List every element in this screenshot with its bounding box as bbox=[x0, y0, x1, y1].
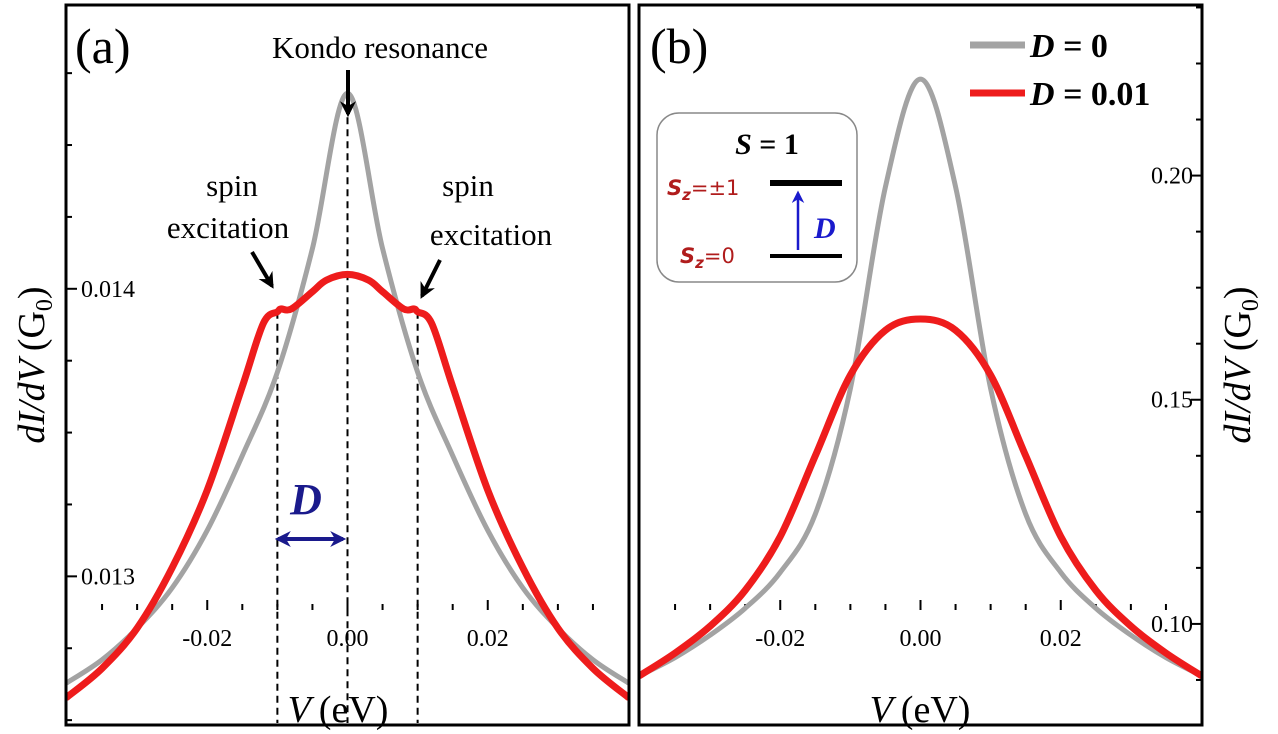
d-splitting-label: D bbox=[289, 475, 322, 524]
panel-b-xlabel: V (eV) bbox=[870, 689, 971, 731]
legend-label-d001: D = 0.01 bbox=[1029, 76, 1150, 113]
spin-left-arrow bbox=[250, 250, 274, 289]
panel-a-dashed-lines bbox=[276, 93, 419, 723]
x-tick-label: 0.02 bbox=[467, 626, 509, 652]
spin-right-arrow bbox=[420, 259, 442, 299]
legend-label-d0: D = 0 bbox=[1029, 28, 1108, 65]
panel-a-ylabel: dI/dV(G0) bbox=[11, 286, 58, 443]
inset-title: S = 1 bbox=[735, 128, 799, 161]
series-line-d001 bbox=[640, 315, 1201, 679]
y-tick-label: 0.20 bbox=[1151, 164, 1193, 190]
panel-b: -0.02 0.00 0.02 0.10 0.15 0.20 (b) D = 0 D = … bbox=[637, 3, 1264, 731]
spin-right-line2: excitation bbox=[430, 217, 553, 252]
kondo-annotation: Kondo resonance bbox=[272, 30, 488, 65]
inset-upper-label: Sz=±1 bbox=[667, 176, 739, 204]
panel-b-label: (b) bbox=[650, 18, 708, 74]
y-tick-label: 0.15 bbox=[1151, 388, 1193, 414]
panel-b-frame bbox=[637, 3, 1204, 727]
panel-b-ylabel: dI/dV(G0) bbox=[1217, 286, 1264, 443]
panel-a-label: (a) bbox=[75, 18, 131, 74]
panel-a: -0.02 0.00 0.02 0.013 0.014 (a) Kondo resona… bbox=[11, 3, 631, 731]
inset-gap-label: D bbox=[813, 212, 836, 245]
y-tick-label: 0.10 bbox=[1151, 612, 1193, 638]
panel-a-xlabel: V (eV) bbox=[288, 689, 389, 731]
inset-box bbox=[656, 112, 858, 283]
spin-right-line1: spin bbox=[442, 168, 494, 203]
spin-level-inset: S = 1 Sz=±1 Sz=0 D bbox=[656, 112, 858, 283]
x-tick-label: 0.00 bbox=[900, 626, 942, 652]
y-tick-label: 0.014 bbox=[81, 277, 135, 303]
x-tick-label: 0.00 bbox=[327, 626, 369, 652]
series-line-d0 bbox=[640, 76, 1201, 678]
panel-a-frame bbox=[64, 3, 631, 727]
spin-left-line2: excitation bbox=[167, 210, 290, 245]
x-tick-label: -0.02 bbox=[182, 626, 232, 652]
panel-a-ticks: -0.02 0.00 0.02 0.013 0.014 bbox=[67, 72, 594, 722]
x-tick-label: -0.02 bbox=[755, 626, 805, 652]
panel-b-ticks: -0.02 0.00 0.02 0.10 0.15 0.20 bbox=[674, 6, 1201, 681]
spin-left-line1: spin bbox=[206, 168, 258, 203]
y-tick-label: 0.013 bbox=[81, 564, 135, 590]
x-tick-label: 0.02 bbox=[1040, 626, 1082, 652]
panel-b-curves bbox=[640, 76, 1201, 679]
inset-lower-label: Sz=0 bbox=[680, 244, 735, 272]
panel-b-legend: D = 0 D = 0.01 bbox=[970, 28, 1150, 113]
series-line-d001 bbox=[67, 270, 628, 701]
